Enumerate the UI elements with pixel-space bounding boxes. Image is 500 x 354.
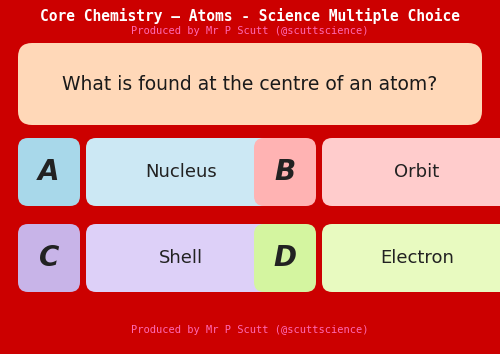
Text: Produced by Mr P Scutt (@scuttscience): Produced by Mr P Scutt (@scuttscience): [131, 325, 369, 335]
Text: Produced by Mr P Scutt (@scuttscience): Produced by Mr P Scutt (@scuttscience): [131, 26, 369, 36]
Text: D: D: [274, 244, 296, 272]
FancyBboxPatch shape: [322, 138, 500, 206]
FancyBboxPatch shape: [18, 224, 80, 292]
FancyBboxPatch shape: [86, 224, 276, 292]
Text: Nucleus: Nucleus: [145, 163, 217, 181]
FancyBboxPatch shape: [18, 138, 80, 206]
Text: Shell: Shell: [159, 249, 203, 267]
Text: Core Chemistry – Atoms - Science Multiple Choice: Core Chemistry – Atoms - Science Multipl…: [40, 8, 460, 24]
FancyBboxPatch shape: [18, 43, 482, 125]
FancyBboxPatch shape: [254, 138, 316, 206]
Text: Orbit: Orbit: [394, 163, 440, 181]
FancyBboxPatch shape: [254, 224, 316, 292]
Text: Electron: Electron: [380, 249, 454, 267]
Text: A: A: [38, 158, 60, 186]
Text: B: B: [274, 158, 295, 186]
FancyBboxPatch shape: [86, 138, 276, 206]
Text: What is found at the centre of an atom?: What is found at the centre of an atom?: [62, 74, 438, 93]
FancyBboxPatch shape: [322, 224, 500, 292]
Text: C: C: [39, 244, 59, 272]
